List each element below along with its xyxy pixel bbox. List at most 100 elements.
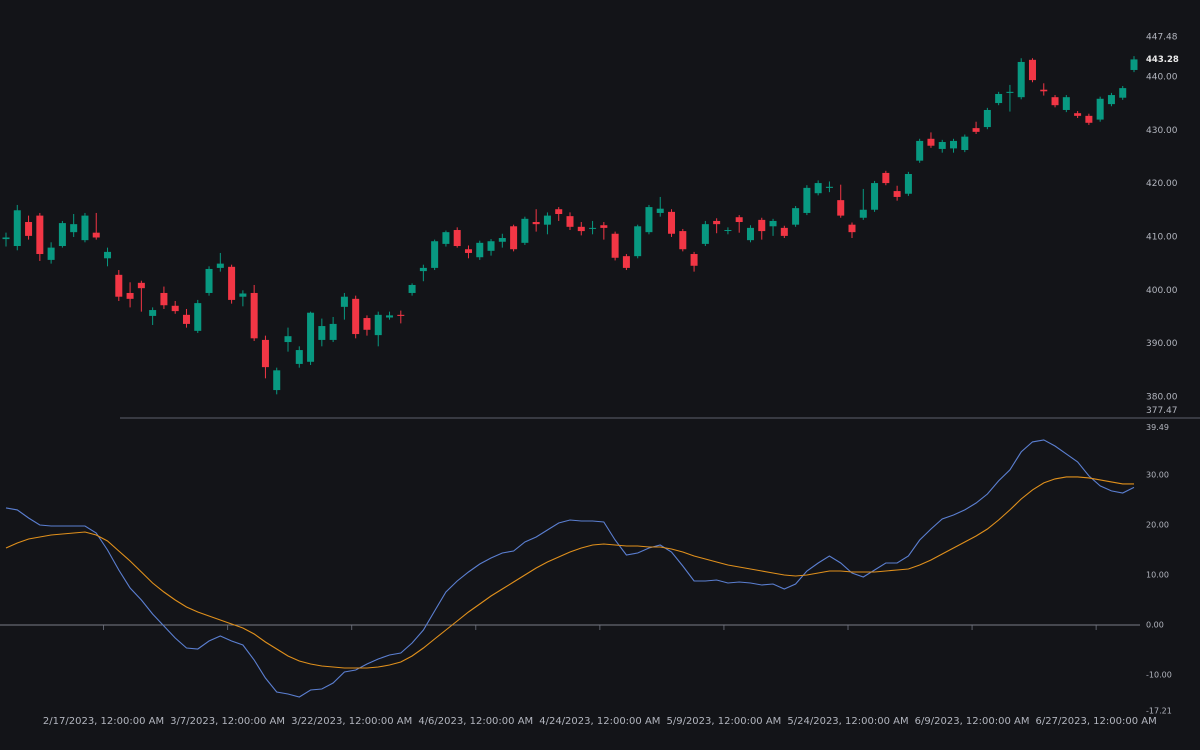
indicator-line [5, 476, 1134, 669]
candle-body [307, 312, 315, 362]
candle-body [803, 187, 811, 213]
candle-body [431, 241, 439, 268]
candle-body [893, 191, 901, 197]
candle-body [1006, 91, 1014, 93]
candle-body [735, 217, 743, 223]
candle-body [566, 216, 574, 227]
candle-body [871, 183, 879, 210]
y-tick-label: 410.00 [1146, 232, 1178, 242]
x-tick-label: 5/9/2023, 12:00:00 AM [666, 716, 781, 727]
indicator-line [5, 439, 1135, 698]
x-tick-label: 5/24/2023, 12:00:00 AM [787, 716, 908, 727]
candle-body [25, 222, 33, 236]
last-price-label: 443.28 [1146, 55, 1179, 65]
candle-body [464, 249, 472, 253]
candle-body [825, 186, 833, 188]
candle-body [250, 292, 258, 339]
candle-body [521, 218, 529, 243]
candle-body [769, 220, 777, 227]
candle-body [329, 323, 337, 340]
candle-body [81, 215, 89, 241]
x-tick-label: 4/6/2023, 12:00:00 AM [418, 716, 533, 727]
x-tick-label: 3/7/2023, 12:00:00 AM [170, 716, 285, 727]
candle-body [859, 209, 867, 218]
candle-body [668, 211, 676, 234]
candle-body [938, 141, 946, 149]
candle-body [1119, 88, 1127, 98]
candle-body [453, 230, 461, 247]
candle-body [532, 222, 540, 225]
candle-body [386, 315, 394, 318]
y-range-label: -17.21 [1146, 707, 1172, 716]
candle-body [746, 227, 754, 241]
candle-body [205, 268, 213, 293]
candle-body [115, 274, 123, 297]
candle-body [239, 293, 247, 297]
y-tick-label: 430.00 [1146, 126, 1178, 136]
candle-body [1040, 89, 1048, 92]
y-tick-label: 10.00 [1146, 570, 1169, 579]
candle-body [510, 226, 518, 250]
candle-body [577, 226, 585, 232]
x-tick-label: 6/27/2023, 12:00:00 AM [1036, 716, 1157, 727]
candle-body [961, 136, 969, 150]
candle-body [498, 238, 506, 242]
y-tick-label: 390.00 [1146, 339, 1178, 349]
candle-body [284, 336, 292, 343]
candle-body [701, 224, 709, 244]
candle-body [374, 314, 382, 336]
candle-body [318, 326, 326, 340]
candle-body [1085, 115, 1093, 123]
candle-body [36, 215, 44, 255]
candle-body [1096, 98, 1104, 120]
candle-body [792, 208, 800, 225]
candle-body [780, 227, 788, 236]
candle-body [589, 227, 597, 229]
candle-body [904, 174, 912, 194]
candle-body [216, 263, 224, 268]
y-tick-label: 20.00 [1146, 520, 1169, 529]
candle-body [1074, 113, 1082, 116]
candle-body [814, 183, 822, 194]
x-tick-label: 4/24/2023, 12:00:00 AM [539, 716, 660, 727]
candle-body [927, 138, 935, 146]
candle-body [442, 232, 450, 244]
candle-body [92, 232, 100, 238]
candle-body [58, 223, 66, 247]
x-tick-label: 3/22/2023, 12:00:00 AM [291, 716, 412, 727]
y-tick-label: 440.00 [1146, 72, 1178, 82]
candle-body [261, 339, 269, 368]
candle-body [1107, 95, 1115, 105]
candle-body [656, 208, 664, 213]
candle-body [228, 266, 236, 300]
candle-body [13, 210, 21, 247]
candle-body [758, 219, 766, 232]
candle-body [126, 292, 134, 299]
candle-body [397, 314, 405, 316]
y-range-label: 39.49 [1146, 423, 1169, 432]
candle-body [149, 310, 157, 316]
candle-body [104, 251, 112, 259]
candle-body [352, 298, 360, 335]
candle-body [645, 207, 653, 233]
candle-body [171, 305, 179, 312]
candle-body [182, 314, 190, 324]
candle-body [882, 172, 890, 184]
candle-body [340, 296, 348, 307]
candle-body [916, 140, 924, 161]
candle-body [1028, 59, 1036, 81]
candle-body [622, 256, 630, 268]
candle-body [194, 303, 202, 331]
y-tick-label: 30.00 [1146, 470, 1169, 479]
candle-body [2, 237, 10, 240]
candle-body [690, 254, 698, 266]
candle-body [995, 93, 1003, 104]
candle-body [137, 282, 145, 289]
y-tick-label: 420.00 [1146, 179, 1178, 189]
y-tick-label: 0.00 [1146, 620, 1164, 629]
candle-body [950, 140, 958, 149]
candle-body [983, 109, 991, 128]
x-tick-label: 6/9/2023, 12:00:00 AM [915, 716, 1030, 727]
candle-body [848, 224, 856, 233]
candle-body [1062, 97, 1070, 110]
